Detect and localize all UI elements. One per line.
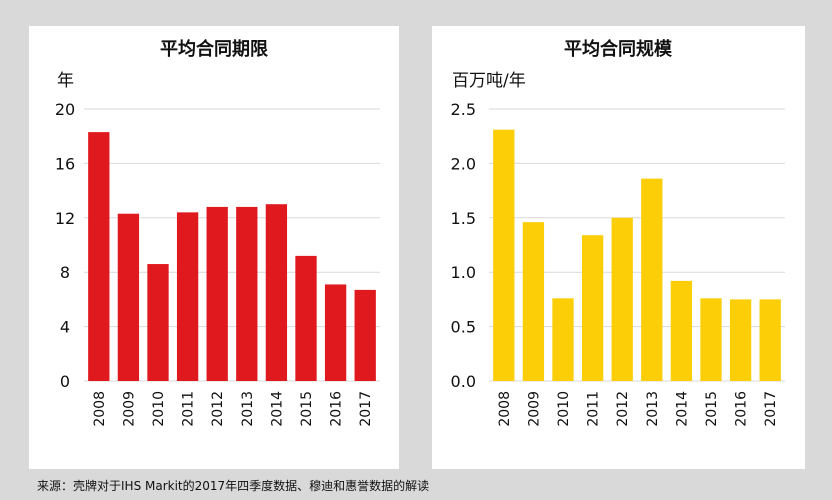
- x-tick-label: 2016: [734, 391, 750, 427]
- y-tick-label: 1.0: [451, 263, 476, 282]
- y-tick-label: 0: [60, 372, 70, 391]
- chart-panel-contract-size: 平均合同规模百万吨/年 0.0 0.5 1.0 1.5 2.0 2.5 2008 2009 201…: [432, 26, 805, 469]
- chart-panel-contract-duration: 平均合同期限年 0 4 8 12 16 20 2008 2009 2010 2011 2012 2013…: [29, 26, 399, 469]
- y-tick-label: 4: [60, 318, 70, 337]
- x-tick-label: 2013: [240, 391, 256, 427]
- y-tick-label: 8: [60, 263, 70, 282]
- x-tick-label: 2012: [615, 391, 631, 427]
- y-tick-label: 20: [55, 100, 75, 119]
- x-tick-label: 2016: [329, 391, 345, 427]
- y-axis-unit-label: 年: [57, 71, 74, 91]
- bar-2017: [759, 299, 781, 381]
- x-tick-label: 2012: [210, 391, 226, 427]
- x-tick-label: 2015: [704, 391, 720, 427]
- bar-2011: [581, 235, 604, 381]
- x-tick-label: 2013: [645, 391, 661, 427]
- bar-2014: [670, 280, 693, 381]
- bar-2017: [354, 289, 376, 381]
- y-tick-label: 2.5: [451, 100, 476, 119]
- bar-2010: [552, 298, 574, 381]
- bar-2013: [236, 206, 258, 381]
- x-tick-label: 2014: [674, 391, 690, 427]
- bar-2012: [611, 217, 633, 381]
- bar-2009: [522, 222, 545, 381]
- bar-2015: [700, 298, 722, 381]
- bar-2008: [88, 132, 110, 381]
- x-tick-label: 2008: [497, 391, 513, 427]
- bar-2014: [265, 204, 288, 381]
- bar-2015: [295, 255, 317, 381]
- x-tick-label: 2017: [763, 391, 779, 427]
- x-tick-label: 2011: [181, 391, 197, 427]
- chart-title: 平均合同规模: [564, 38, 673, 60]
- bar-2008: [493, 129, 515, 381]
- bar-2013: [641, 178, 663, 381]
- bar-2011: [176, 212, 199, 381]
- x-tick-label: 2010: [556, 391, 572, 427]
- x-tick-label: 2008: [92, 391, 108, 427]
- x-tick-label: 2011: [586, 391, 602, 427]
- bar-2012: [206, 206, 228, 381]
- y-tick-label: 2.0: [451, 154, 476, 173]
- x-tick-label: 2009: [121, 391, 137, 427]
- bar-2016: [324, 284, 347, 381]
- y-tick-label: 0.5: [451, 318, 476, 337]
- y-tick-label: 1.5: [451, 209, 476, 228]
- x-tick-label: 2009: [526, 391, 542, 427]
- y-tick-label: 0.0: [451, 372, 476, 391]
- x-tick-label: 2014: [269, 391, 285, 427]
- y-axis-unit-label: 百万吨/年: [452, 71, 526, 91]
- source-footnote: 来源：壳牌对于IHS Markit的2017年四季度数据、穆迪和惠誉数据的解读: [37, 479, 430, 493]
- y-tick-label: 16: [55, 154, 75, 173]
- x-tick-label: 2010: [151, 391, 167, 427]
- y-tick-label: 12: [55, 209, 75, 228]
- x-tick-label: 2017: [358, 391, 374, 427]
- chart-title: 平均合同期限: [160, 38, 269, 60]
- x-tick-label: 2015: [299, 391, 315, 427]
- bar-2009: [117, 213, 140, 381]
- bar-2010: [147, 264, 169, 381]
- bar-2016: [729, 299, 752, 381]
